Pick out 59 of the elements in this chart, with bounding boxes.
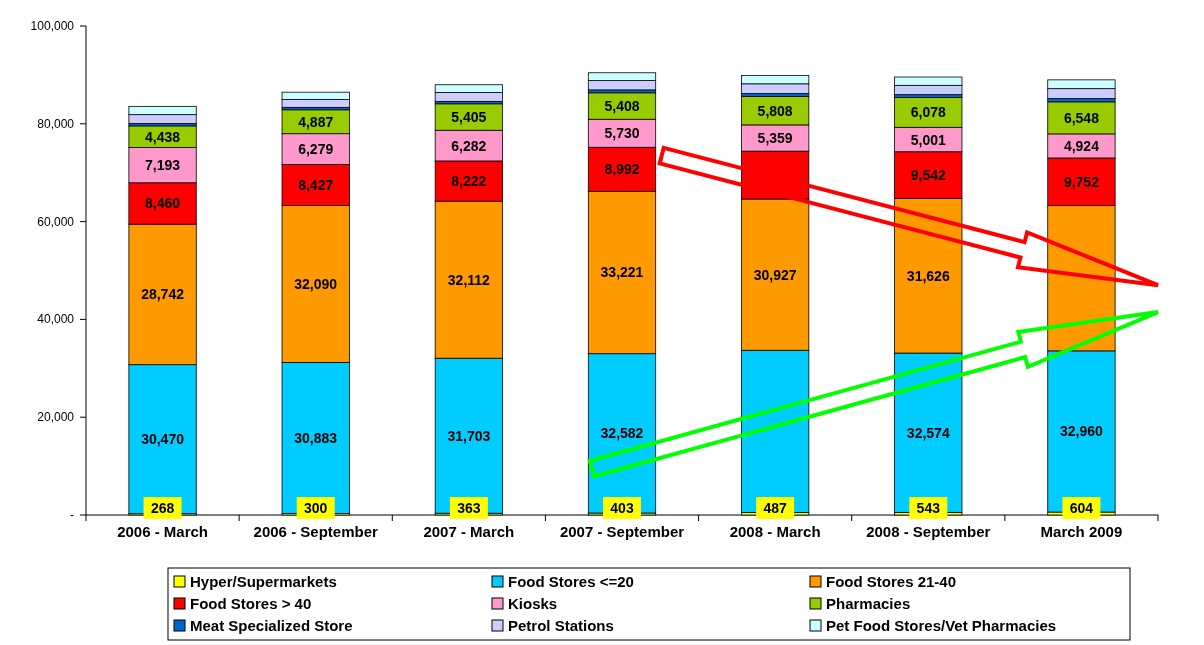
- data-label: 6,548: [1063, 109, 1100, 126]
- x-tick-label: 2008 - March: [729, 523, 821, 540]
- data-label: 32,582: [600, 425, 644, 442]
- data-label: 6,078: [910, 104, 947, 121]
- data-label: 487: [763, 500, 788, 516]
- data-label: 268: [150, 500, 175, 516]
- x-tick-label: 2006 - March: [117, 523, 209, 540]
- data-label: 8,460: [145, 195, 181, 212]
- data-label: 30,927: [753, 266, 797, 283]
- data-label: 30,883: [294, 430, 338, 447]
- data-label: 7,193: [145, 157, 181, 174]
- legend-label: Petrol Stations: [508, 617, 614, 634]
- data-label: 5,408: [604, 98, 640, 115]
- data-label: 4,887: [298, 113, 334, 130]
- data-label: 30,470: [141, 431, 185, 448]
- y-tick-label: 40,000: [37, 312, 75, 327]
- data-label: 363: [457, 500, 481, 516]
- data-label: 31,626: [906, 267, 950, 284]
- data-label: 9,542: [910, 167, 947, 184]
- y-tick-label: 20,000: [37, 410, 75, 425]
- data-label: 4,924: [1063, 137, 1100, 154]
- legend-label: Pharmacies: [826, 595, 911, 612]
- data-label: 6,282: [451, 137, 487, 154]
- data-label: 32,090: [294, 276, 338, 293]
- data-label: 32,112: [447, 271, 491, 288]
- legend-label: Food Stores <=20: [508, 573, 634, 590]
- legend-label: Meat Specialized Store: [190, 617, 353, 634]
- y-tick-label: 100,000: [30, 19, 75, 33]
- legend-label: Food Stores > 40: [190, 595, 312, 612]
- data-label: 6,279: [298, 141, 334, 158]
- data-label: 5,001: [910, 131, 947, 148]
- legend-label: Kiosks: [508, 595, 558, 612]
- data-label: 8,222: [451, 173, 487, 190]
- data-label: 32,960: [1060, 423, 1104, 440]
- data-label: 8,427: [298, 176, 334, 193]
- data-label: 5,359: [757, 130, 793, 147]
- data-label: 300: [304, 500, 328, 516]
- x-tick-label: March 2009: [1040, 523, 1123, 540]
- x-tick-label: 2007 - September: [559, 523, 685, 540]
- y-tick-label: 60,000: [37, 214, 75, 229]
- data-label: 31,703: [447, 427, 491, 444]
- data-label: 4,438: [145, 128, 181, 145]
- x-tick-label: 2006 - September: [253, 523, 378, 540]
- data-label: 5,405: [451, 109, 487, 126]
- data-label: 33,221: [600, 264, 644, 281]
- data-label: 8,992: [604, 161, 640, 178]
- data-label: 9,752: [1063, 173, 1100, 190]
- data-label: 32,574: [906, 424, 950, 441]
- data-label: 403: [610, 500, 634, 516]
- y-tick-label: 80,000: [37, 116, 75, 131]
- legend-label: Hyper/Supermarkets: [190, 573, 337, 590]
- y-tick-label: -: [70, 508, 74, 522]
- legend-label: Food Stores 21-40: [826, 573, 957, 590]
- data-label: 5,730: [604, 125, 640, 142]
- data-label: 28,742: [141, 286, 185, 303]
- x-tick-label: 2007 - March: [423, 523, 515, 540]
- x-tick-label: 2008 - September: [866, 523, 991, 540]
- legend-label: Pet Food Stores/Vet Pharmacies: [826, 617, 1057, 634]
- data-label: 5,808: [757, 102, 793, 119]
